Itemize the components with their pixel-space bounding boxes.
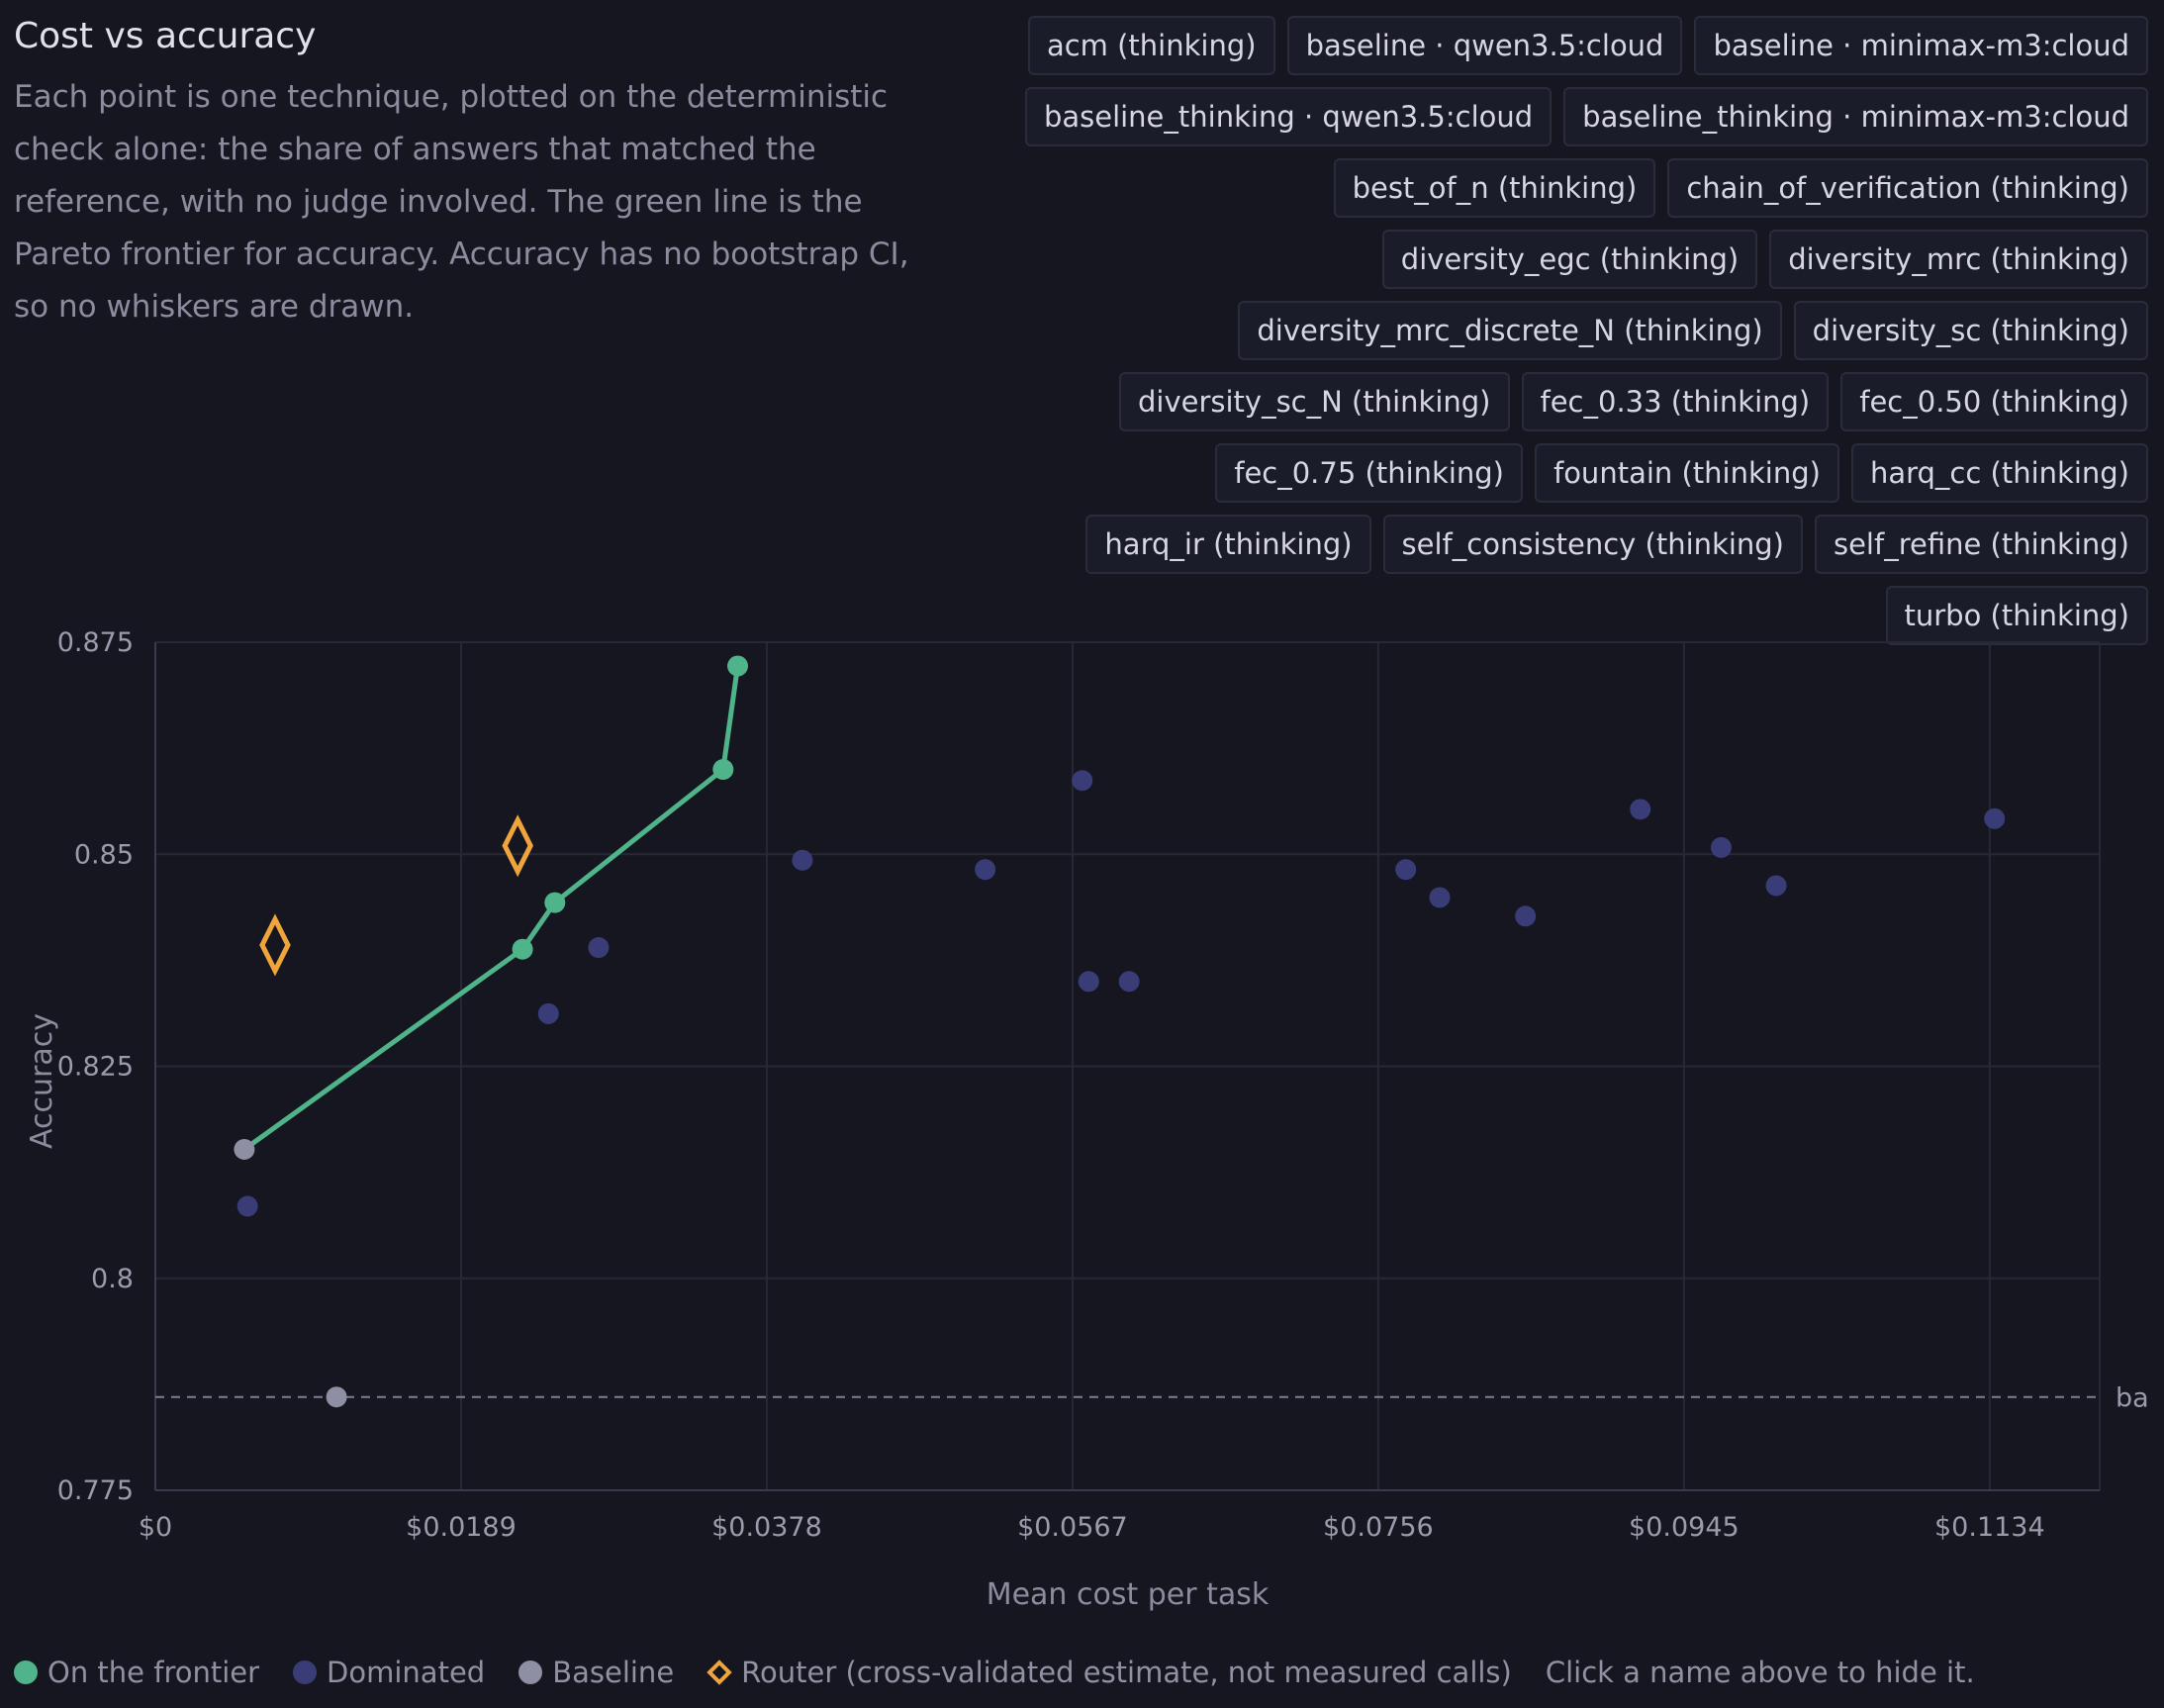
filter-chip[interactable]: chain_of_verification (thinking) bbox=[1667, 158, 2148, 218]
y-tick-label: 0.875 bbox=[57, 627, 134, 658]
grid bbox=[154, 641, 2101, 1491]
dominated-point bbox=[1515, 905, 1537, 927]
router-point bbox=[259, 913, 291, 977]
x-tick-label: $0.0378 bbox=[711, 1512, 822, 1543]
y-tick-label: 0.85 bbox=[74, 839, 134, 870]
x-axis-label: Mean cost per task bbox=[987, 1577, 1270, 1612]
dominated-point bbox=[1630, 799, 1651, 820]
legend-frontier-label: On the frontier bbox=[47, 1656, 260, 1689]
dominated-marker-icon bbox=[293, 1661, 318, 1684]
baseline-marker-icon bbox=[518, 1661, 543, 1684]
x-tick-label: $0 bbox=[139, 1512, 172, 1543]
router-point bbox=[502, 814, 533, 878]
filter-chip[interactable]: fec_0.75 (thinking) bbox=[1215, 443, 1523, 503]
filter-chip[interactable]: baseline · minimax-m3:cloud bbox=[1694, 16, 2148, 75]
reference-line-label: ba bbox=[2116, 1383, 2149, 1414]
frontier-point bbox=[544, 892, 566, 913]
dominated-point bbox=[1118, 971, 1140, 993]
filter-chip[interactable]: harq_cc (thinking) bbox=[1850, 443, 2148, 503]
legend-router[interactable]: Router (cross-validated estimate, not me… bbox=[706, 1656, 1512, 1689]
y-tick-label: 0.775 bbox=[57, 1475, 134, 1506]
frontier-marker-icon bbox=[14, 1661, 38, 1684]
legend-frontier[interactable]: On the frontier bbox=[14, 1656, 259, 1689]
filter-chip[interactable]: turbo (thinking) bbox=[1885, 586, 2148, 645]
filter-chip[interactable]: diversity_mrc (thinking) bbox=[1769, 230, 2148, 289]
filter-chip[interactable]: diversity_mrc_discrete_N (thinking) bbox=[1238, 301, 1782, 360]
filter-chip[interactable]: baseline_thinking · qwen3.5:cloud bbox=[1024, 87, 1552, 146]
filter-chip[interactable]: harq_ir (thinking) bbox=[1085, 515, 1371, 574]
dominated-point bbox=[1078, 971, 1099, 993]
baseline-reference: ba bbox=[155, 1383, 2149, 1414]
x-tick-label: $0.0756 bbox=[1323, 1512, 1434, 1543]
filter-chip[interactable]: baseline_thinking · minimax-m3:cloud bbox=[1563, 87, 2148, 146]
dominated-point bbox=[792, 849, 813, 871]
legend-dominated[interactable]: Dominated bbox=[293, 1656, 485, 1689]
filter-chip[interactable]: fountain (thinking) bbox=[1534, 443, 1839, 503]
filter-chip[interactable]: best_of_n (thinking) bbox=[1333, 158, 1656, 218]
frontier-point bbox=[727, 655, 749, 677]
dominated-point bbox=[1072, 770, 1093, 792]
baseline-point bbox=[234, 1138, 255, 1160]
scatter-chart: 0.875 0.85 0.825 0.8 0.775$0 $0.0189 $0.0378 $0… bbox=[25, 627, 2149, 1612]
chart-description: Each point is one technique, plotted on … bbox=[14, 79, 909, 325]
axes: 0.875 0.85 0.825 0.8 0.775$0 $0.0189 $0.0378 $0… bbox=[57, 627, 2100, 1543]
filter-chip[interactable]: diversity_sc (thinking) bbox=[1793, 301, 2148, 360]
y-axis-label: Accuracy bbox=[25, 1013, 59, 1149]
frontier-line bbox=[242, 665, 740, 1152]
baseline-point bbox=[326, 1386, 347, 1408]
filter-chip[interactable]: self_consistency (thinking) bbox=[1382, 515, 1803, 574]
filter-chip[interactable]: diversity_sc_N (thinking) bbox=[1118, 372, 1510, 431]
dominated-point bbox=[588, 937, 610, 959]
legend-dominated-label: Dominated bbox=[327, 1656, 486, 1689]
legend-baseline[interactable]: Baseline bbox=[518, 1656, 674, 1689]
legend-router-label: Router (cross-validated estimate, not me… bbox=[741, 1656, 1512, 1689]
filter-chip[interactable]: fec_0.33 (thinking) bbox=[1521, 372, 1830, 431]
filter-chip[interactable]: acm (thinking) bbox=[1027, 16, 1275, 75]
legend-hint: Click a name above to hide it. bbox=[1545, 1656, 1975, 1689]
dominated-point bbox=[1765, 875, 1787, 897]
legend: On the frontier Dominated Baseline Route… bbox=[14, 1649, 1975, 1696]
router-diamond-icon bbox=[706, 1660, 732, 1685]
x-tick-label: $0.0945 bbox=[1629, 1512, 1740, 1543]
dominated-point bbox=[1984, 807, 2006, 829]
y-tick-label: 0.8 bbox=[91, 1264, 134, 1294]
x-tick-label: $0.0189 bbox=[406, 1512, 517, 1543]
dominated-point bbox=[1395, 859, 1417, 881]
dominated-point bbox=[1710, 836, 1732, 858]
y-tick-label: 0.825 bbox=[57, 1052, 134, 1083]
filter-chip[interactable]: diversity_egc (thinking) bbox=[1381, 230, 1758, 289]
frontier-point bbox=[512, 938, 533, 960]
x-tick-label: $0.1134 bbox=[1934, 1512, 2045, 1543]
pareto-frontier bbox=[242, 665, 740, 1152]
filter-chip[interactable]: fec_0.50 (thinking) bbox=[1840, 372, 2148, 431]
dominated-point bbox=[537, 1002, 559, 1024]
frontier-point bbox=[712, 759, 734, 781]
series-filter-chips: acm (thinking) baseline · qwen3.5:cloud ba… bbox=[981, 16, 2148, 645]
x-tick-label: $0.0567 bbox=[1017, 1512, 1128, 1543]
legend-baseline-label: Baseline bbox=[552, 1656, 675, 1689]
data-points bbox=[234, 655, 2006, 1408]
dominated-point bbox=[975, 859, 996, 881]
chart-title: Cost vs accuracy bbox=[14, 16, 317, 56]
filter-chip[interactable]: baseline · qwen3.5:cloud bbox=[1286, 16, 1683, 75]
filter-chip[interactable]: self_refine (thinking) bbox=[1814, 515, 2148, 574]
dominated-point bbox=[1429, 887, 1451, 908]
dominated-point bbox=[236, 1195, 258, 1217]
